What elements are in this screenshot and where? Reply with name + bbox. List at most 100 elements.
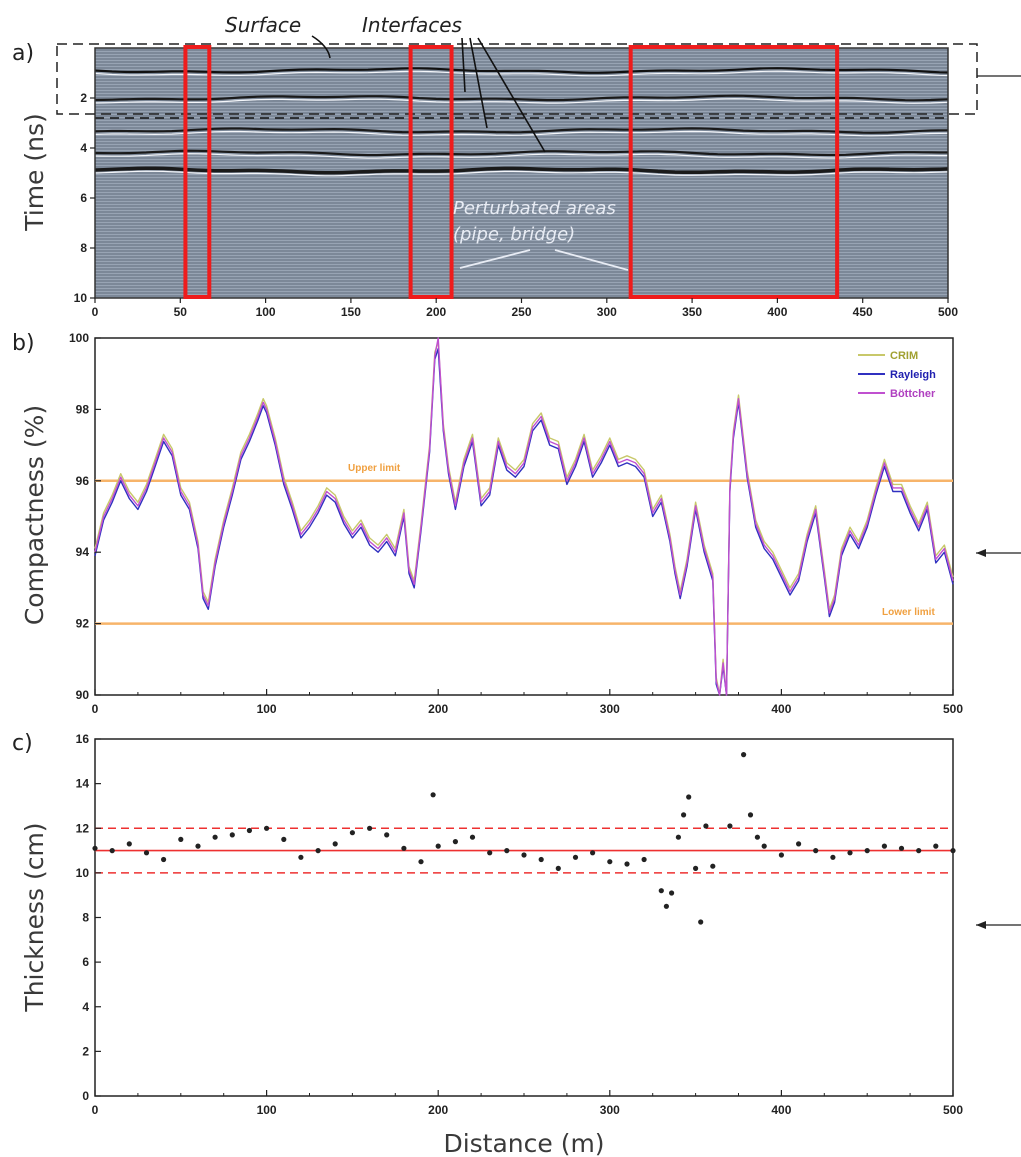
b-ytick-label: 100 (69, 331, 89, 345)
c-ytick-label: 4 (82, 1000, 89, 1014)
c-xtick-label: 0 (92, 1103, 99, 1117)
thickness-point (703, 823, 709, 829)
series-crim (94, 340, 954, 696)
thickness-point (229, 832, 235, 838)
thickness-point (916, 848, 922, 854)
a-ytick-label: 4 (80, 141, 87, 155)
thickness-point (624, 861, 630, 867)
panel-a-ylabel: Time (ns) (20, 113, 49, 232)
thickness-point (469, 834, 476, 840)
b-xtick-label: 200 (428, 702, 448, 716)
legend-bottcher: Böttcher (890, 388, 936, 400)
thickness-point (452, 839, 458, 845)
c-ytick-label: 16 (76, 732, 90, 746)
a-xtick-label: 400 (767, 305, 787, 319)
panel-b: b) Compactness (%) Upper limit Lower lim… (12, 331, 1021, 716)
gpr-interface-highlight-2 (94, 130, 949, 137)
b-ytick-label: 98 (76, 402, 90, 416)
a-xtick-label: 150 (341, 305, 361, 319)
thickness-point (754, 834, 761, 840)
legend: CRIM Rayleigh Böttcher (858, 350, 936, 400)
a-ytick-label: 8 (80, 241, 87, 255)
b-ytick-label: 90 (76, 688, 90, 702)
perturbated-box-0 (183, 45, 212, 299)
thickness-point (435, 843, 441, 849)
gpr-interface-highlight-4 (94, 170, 949, 177)
thickness-point (698, 919, 704, 925)
b-xtick-label: 400 (771, 702, 791, 716)
panel-b-frame (94, 337, 954, 696)
c-ytick-label: 10 (76, 866, 90, 880)
b-xtick-label: 0 (92, 702, 99, 716)
thickness-point (590, 850, 596, 856)
perturbated-box-1 (408, 45, 454, 299)
thickness-point (686, 794, 692, 800)
perturbated-box-2 (628, 45, 840, 299)
thickness-point (950, 848, 956, 854)
thickness-point (741, 752, 747, 758)
a-xtick-label: 450 (853, 305, 873, 319)
panel-c-xlabel: Distance (m) (443, 1129, 604, 1157)
thickness-point (555, 865, 561, 872)
thickness-point (538, 856, 544, 863)
b-ytick-label: 96 (76, 474, 90, 488)
interfaces-annotation: Interfaces (362, 13, 462, 37)
gpr-interface-2 (94, 127, 949, 134)
panel-a-ticks: 0 50 100 150 200 250 300 350 400 450 500 2 4 6 8 10 (74, 91, 959, 319)
thickness-point (778, 852, 785, 858)
a-xtick-label: 0 (92, 305, 99, 319)
thickness-point (92, 845, 98, 851)
thickness-point (607, 859, 613, 865)
c-ytick-label: 0 (82, 1089, 89, 1103)
panel-c-arrow-head (976, 921, 986, 929)
gpr-interface-highlight-3 (94, 153, 948, 159)
panel-b-arrow-head (976, 549, 986, 557)
b-xtick-label: 500 (943, 702, 963, 716)
a-xtick-label: 350 (682, 305, 702, 319)
panel-b-ylabel: Compactness (%) (20, 405, 49, 625)
b-ytick-label: 94 (76, 545, 90, 559)
c-ytick-label: 2 (82, 1044, 89, 1058)
lower-limit-label: Lower limit (882, 607, 935, 618)
a-xtick-label: 250 (511, 305, 531, 319)
gpr-interface-highlight-0 (94, 70, 949, 77)
c-ytick-label: 14 (76, 777, 90, 791)
panel-a: a) Time (ns) 0 50 100 150 200 250 300 350 400 450… (12, 13, 1021, 319)
thickness-point (813, 848, 819, 854)
a-ytick-label: 10 (74, 291, 88, 305)
panel-c-ticks: 0 100 200 300 400 500 0 2 4 6 8 10 12 14 16 (76, 732, 964, 1117)
thickness-point (178, 836, 184, 843)
annotation-arrows (311, 35, 546, 153)
gpr-interface-1 (94, 94, 949, 102)
thickness-point (727, 823, 733, 829)
thickness-point (504, 848, 510, 854)
a-xtick-label: 500 (938, 305, 958, 319)
c-xtick-label: 400 (771, 1103, 791, 1117)
panel-c-label: c) (12, 731, 33, 756)
upper-limit-label: Upper limit (348, 463, 401, 474)
thickness-point (898, 845, 905, 851)
b-xtick-label: 300 (600, 702, 620, 716)
perturbated-annotation-line2: (pipe, bridge) (453, 224, 575, 245)
thickness-point (264, 825, 270, 831)
a-ytick-label: 6 (80, 191, 87, 205)
a-xtick-label: 300 (597, 305, 617, 319)
thickness-point (430, 792, 436, 798)
c-xtick-label: 200 (428, 1103, 448, 1117)
b-ytick-label: 92 (76, 617, 90, 631)
c-ytick-label: 12 (76, 821, 90, 835)
thickness-point (669, 890, 675, 896)
a-xtick-label: 200 (426, 305, 446, 319)
thickness-point (710, 863, 716, 869)
series-rayleigh (94, 348, 954, 696)
thickness-point (401, 845, 407, 851)
thickness-point (246, 827, 252, 834)
b-xtick-label: 100 (257, 702, 277, 716)
thickness-point (747, 812, 754, 818)
thickness-point (830, 854, 836, 860)
panel-b-series (94, 337, 954, 696)
panel-a-label: a) (12, 41, 34, 66)
panel-c-frame (94, 738, 954, 1097)
a-ytick-label: 2 (80, 91, 87, 105)
